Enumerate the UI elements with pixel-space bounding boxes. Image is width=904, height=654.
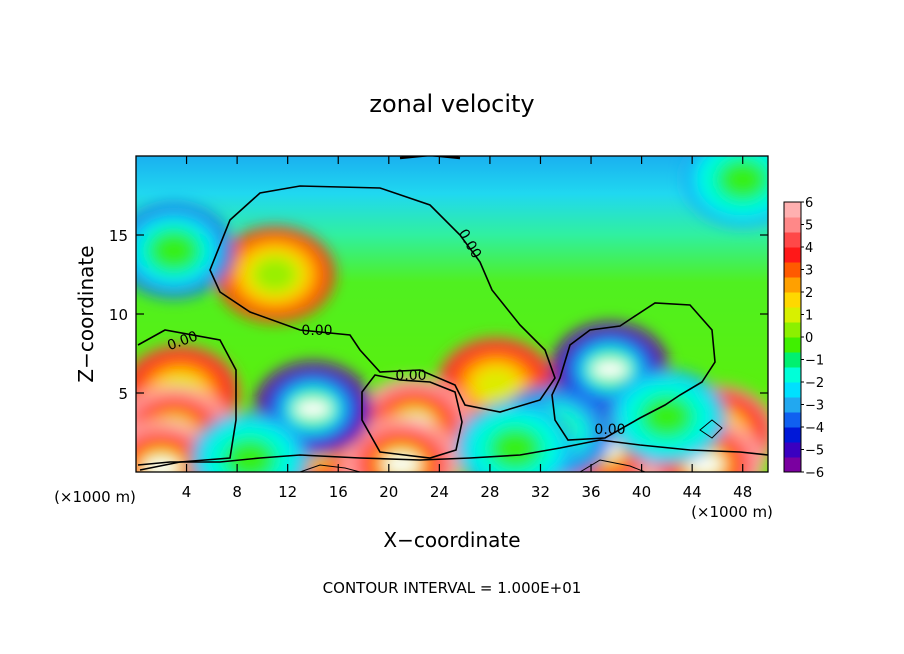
colorbar-swatch-12 [784, 277, 801, 293]
colorbar-swatch-9 [784, 322, 801, 338]
contour-label-1: 0.00 [301, 323, 332, 339]
colorbar-swatch-13 [784, 262, 801, 278]
colorbar-swatch-8 [784, 337, 801, 353]
y-axis-ticks: 5 10 15 [109, 227, 768, 403]
x-unit-label: (×1000 m) [54, 488, 136, 506]
colorbar-swatch-16 [784, 217, 801, 233]
x-tick-label-8: 36 [581, 483, 600, 501]
x-tick-label-6: 28 [480, 483, 499, 501]
colorbar-label-0: 6 [805, 196, 813, 211]
heatmap-cell-8 [341, 416, 462, 472]
heatmap-field [136, 156, 768, 472]
x-tick-label-11: 48 [733, 483, 752, 501]
contour-label-2: 0.00 [395, 368, 426, 384]
colorbar-swatch-14 [784, 247, 801, 263]
heatmap-cell-0 [215, 226, 336, 323]
colorbar-swatch-3 [784, 412, 801, 428]
x-tick-label-4: 20 [379, 483, 398, 501]
heatmap-cell-18 [606, 368, 727, 465]
x-unit-label-right: (×1000 m) [691, 503, 773, 521]
contour-label-4: 0.00 [594, 422, 625, 438]
colorbar-label-6: 0 [805, 331, 813, 346]
colorbar-swatch-10 [784, 307, 801, 323]
x-tick-label-10: 44 [683, 483, 702, 501]
chart-title: zonal velocity [369, 90, 534, 118]
x-tick-label-3: 16 [329, 483, 348, 501]
x-tick-label-2: 12 [278, 483, 297, 501]
colorbar-swatch-4 [784, 397, 801, 413]
y-tick-label-2: 15 [109, 227, 128, 245]
x-axis-ticks: 4 8 12 16 20 24 28 32 36 40 44 48 [182, 156, 752, 501]
colorbar-swatch-17 [784, 202, 801, 218]
y-tick-label-1: 10 [109, 306, 128, 324]
colorbar-label-11: −5 [805, 444, 824, 459]
heatmap-cell-11 [136, 202, 234, 299]
x-tick-label-7: 32 [531, 483, 550, 501]
colorbar-label-9: −3 [805, 399, 824, 414]
heatmap-cell-12 [252, 360, 373, 457]
colorbar-label-5: 1 [805, 309, 813, 324]
x-tick-label-1: 8 [232, 483, 242, 501]
heatmap-cell-15 [682, 156, 768, 228]
colorbar-label-4: 2 [805, 286, 813, 301]
colorbar-label-1: 5 [805, 219, 813, 234]
colorbar-swatch-11 [784, 292, 801, 308]
heatmap-cell-17 [189, 411, 310, 472]
colorbar-swatch-15 [784, 232, 801, 248]
colorbar-label-2: 4 [805, 241, 813, 256]
colorbar-swatch-5 [784, 382, 801, 398]
colorbar-label-8: −2 [805, 376, 824, 391]
colorbar: 6 5 4 3 2 1 0 −1 −2 −3 −4 −5 −6 [783, 196, 824, 481]
colorbar-label-10: −4 [805, 421, 824, 436]
x-tick-label-9: 40 [632, 483, 651, 501]
contour-interval-note: CONTOUR INTERVAL = 1.000E+01 [323, 579, 582, 597]
y-tick-label-0: 5 [118, 385, 128, 403]
colorbar-swatch-2 [784, 427, 801, 443]
x-axis-label: X−coordinate [383, 528, 520, 552]
colorbar-label-12: −6 [805, 466, 824, 481]
x-tick-label-5: 24 [430, 483, 449, 501]
colorbar-swatch-1 [784, 442, 801, 458]
colorbar-label-7: −1 [805, 354, 824, 369]
colorbar-label-3: 3 [805, 264, 813, 279]
colorbar-swatch-0 [784, 457, 801, 473]
x-tick-label-0: 4 [182, 483, 192, 501]
zero-contours [137, 156, 768, 472]
y-axis-label: Z−coordinate [74, 245, 98, 382]
colorbar-swatch-7 [784, 352, 801, 368]
colorbar-swatch-6 [784, 367, 801, 383]
